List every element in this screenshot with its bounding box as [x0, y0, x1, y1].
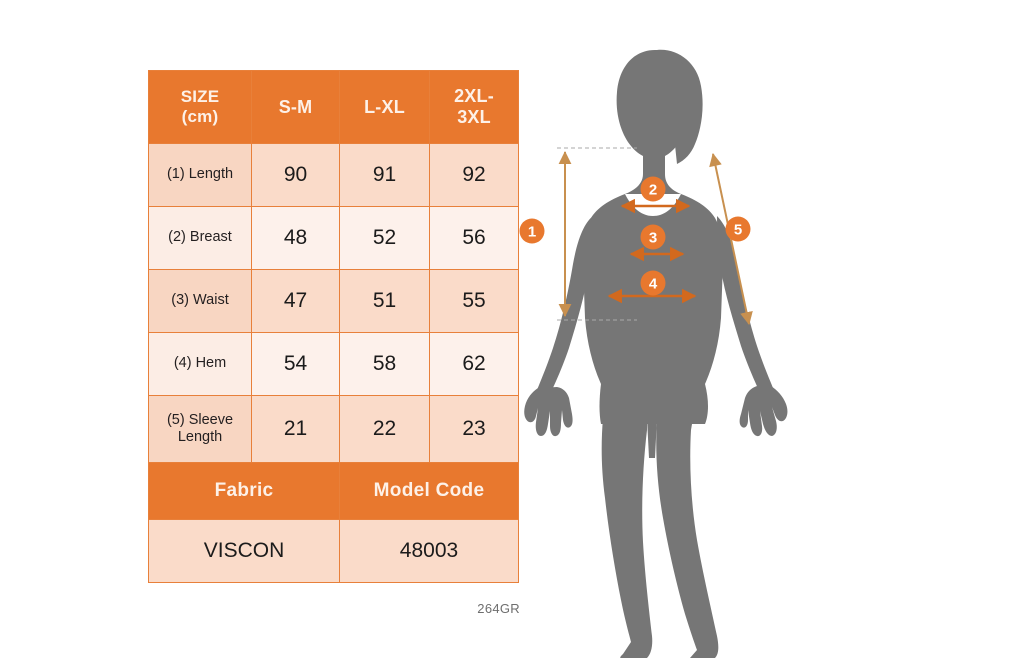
- header-s-m: S-M: [251, 70, 340, 144]
- header-size-line1: SIZE: [180, 87, 220, 107]
- badge-2: 2: [640, 176, 666, 202]
- table-header-row: SIZE (cm) S-M L-XL 2XL- 3XL: [148, 70, 519, 144]
- cell-fabric-value: VISCON: [148, 519, 340, 583]
- badge-3-label: 3: [649, 230, 657, 247]
- header-size: SIZE (cm): [148, 70, 252, 144]
- cell-sleeve-sm: 21: [251, 395, 340, 463]
- row-label-sleeve-length: (5) Sleeve Length: [148, 395, 252, 463]
- table-row: (1) Length 90 91 92: [148, 143, 519, 207]
- footer-header-row: Fabric Model Code: [148, 462, 519, 520]
- badge-4-circle: [640, 270, 666, 296]
- measure-1-length: [557, 147, 637, 321]
- badge-2-circle: [640, 176, 666, 202]
- header-2xl-line1: 2XL-: [454, 86, 494, 107]
- row-label-sleeve-line2: Length: [177, 429, 223, 445]
- cell-hem-sm: 54: [251, 332, 340, 396]
- table-row: (5) Sleeve Length 21 22 23: [148, 395, 519, 463]
- footer-value-row: VISCON 48003: [148, 519, 519, 583]
- cell-breast-2xl: 56: [429, 206, 519, 270]
- badge-1: 1: [519, 218, 545, 244]
- cell-breast-lxl: 52: [339, 206, 430, 270]
- badge-3-circle: [640, 224, 666, 250]
- table-row: (2) Breast 48 52 56: [148, 206, 519, 270]
- cell-waist-2xl: 55: [429, 269, 519, 333]
- header-2xl-line2: 3XL: [457, 107, 491, 127]
- weight-note: 264GR: [477, 601, 520, 616]
- cell-waist-lxl: 51: [339, 269, 430, 333]
- header-model-code: Model Code: [339, 462, 519, 520]
- row-label-length: (1) Length: [148, 143, 252, 207]
- table-row: (3) Waist 47 51 55: [148, 269, 519, 333]
- measurement-diagram: 1 2 3 4 5: [505, 18, 815, 658]
- female-silhouette-icon: [524, 49, 788, 658]
- cell-hem-lxl: 58: [339, 332, 430, 396]
- row-label-breast: (2) Breast: [148, 206, 252, 270]
- header-size-line2: (cm): [181, 107, 219, 126]
- badge-5-circle: [725, 216, 751, 242]
- badge-5: 5: [725, 216, 751, 242]
- badge-5-label: 5: [734, 222, 742, 239]
- header-fabric: Fabric: [148, 462, 340, 520]
- cell-length-2xl: 92: [429, 143, 519, 207]
- row-label-hem: (4) Hem: [148, 332, 252, 396]
- badge-1-label: 1: [528, 224, 536, 241]
- cell-hem-2xl: 62: [429, 332, 519, 396]
- badge-3: 3: [640, 224, 666, 250]
- badge-4-label: 4: [649, 276, 658, 293]
- size-chart-table: SIZE (cm) S-M L-XL 2XL- 3XL (1) Length 9…: [148, 70, 519, 583]
- cell-sleeve-lxl: 22: [339, 395, 430, 463]
- badge-2-label: 2: [649, 182, 657, 199]
- header-2xl-3xl: 2XL- 3XL: [429, 70, 519, 144]
- figure-svg: 1 2 3 4 5: [519, 49, 788, 658]
- cell-length-lxl: 91: [339, 143, 430, 207]
- row-label-sleeve-line1: (5) Sleeve: [166, 411, 234, 428]
- badge-4: 4: [640, 270, 666, 296]
- row-label-waist: (3) Waist: [148, 269, 252, 333]
- table-row: (4) Hem 54 58 62: [148, 332, 519, 396]
- badge-1-circle: [519, 218, 545, 244]
- header-l-xl: L-XL: [339, 70, 430, 144]
- cell-length-sm: 90: [251, 143, 340, 207]
- cell-breast-sm: 48: [251, 206, 340, 270]
- cell-model-code-value: 48003: [339, 519, 519, 583]
- cell-waist-sm: 47: [251, 269, 340, 333]
